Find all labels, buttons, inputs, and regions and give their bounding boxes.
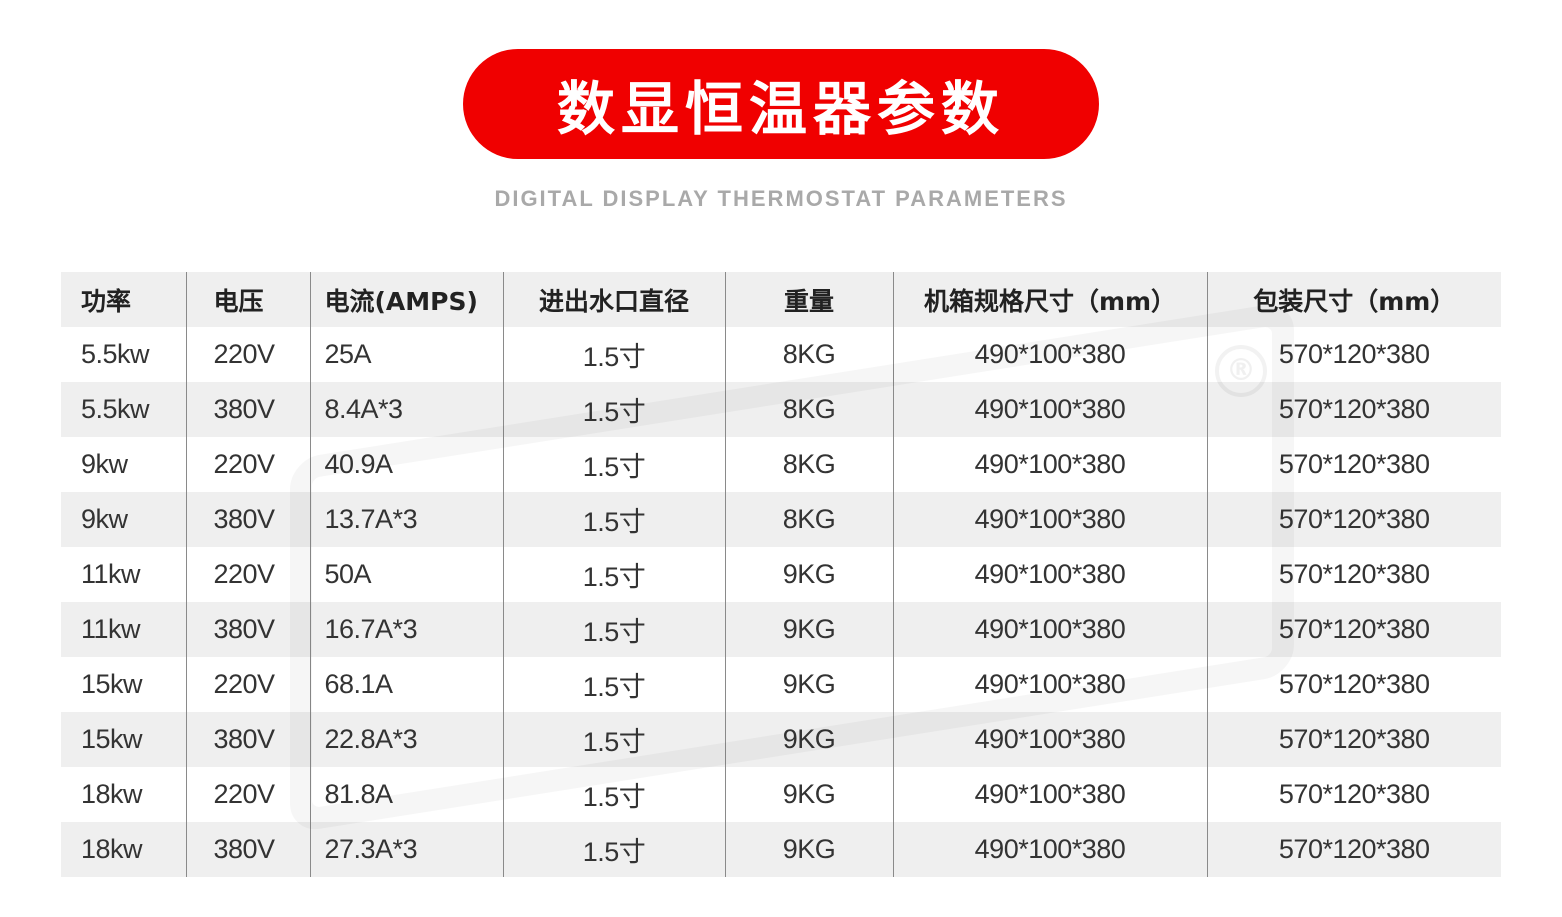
table-row: 15kw 380V 22.8A*3 1.5寸 9KG 490*100*380 570*120… [61,712,1501,767]
registered-mark-icon: ® [1215,345,1267,397]
cell-case-size: 490*100*380 [892,437,1207,492]
cell-package-size: 570*120*380 [1206,767,1501,822]
table-row: 18kw 380V 27.3A*3 1.5寸 9KG 490*100*380 570*120… [61,822,1501,877]
cell-current: 40.9A [309,437,503,492]
cell-case-size: 490*100*380 [892,767,1207,822]
cell-package-size: 570*120*380 [1206,602,1501,657]
cell-package-size: 570*120*380 [1206,547,1501,602]
cell-weight: 9KG [724,712,893,767]
cell-voltage: 220V [185,437,310,492]
cell-package-size: 570*120*380 [1206,437,1501,492]
cell-pipe-diameter: 1.5寸 [502,767,725,822]
cell-case-size: 490*100*380 [892,327,1207,382]
title-banner: 数显恒温器参数 [463,49,1099,159]
header-voltage: 电压 [185,272,310,327]
cell-weight: 9KG [724,602,893,657]
table-row: 15kw 220V 68.1A 1.5寸 9KG 490*100*380 570*120*3… [61,657,1501,712]
page-title: 数显恒温器参数 [556,75,1005,143]
header-pipe-diameter: 进出水口直径 [502,272,725,327]
cell-current: 50A [309,547,503,602]
table-header-row: 功率 电压 电流(AMPS) 进出水口直径 重量 机箱规格尺寸（mm） 包装尺寸… [61,272,1501,327]
cell-package-size: 570*120*380 [1206,822,1501,877]
cell-weight: 9KG [724,822,893,877]
cell-pipe-diameter: 1.5寸 [502,492,725,547]
cell-case-size: 490*100*380 [892,822,1207,877]
table-row: 5.5kw 380V 8.4A*3 1.5寸 8KG 490*100*380 570*120… [61,382,1501,437]
cell-case-size: 490*100*380 [892,657,1207,712]
cell-current: 68.1A [309,657,503,712]
cell-voltage: 220V [185,327,310,382]
cell-weight: 8KG [724,492,893,547]
cell-pipe-diameter: 1.5寸 [502,657,725,712]
cell-voltage: 380V [185,602,310,657]
cell-power: 15kw [81,669,143,699]
cell-pipe-diameter: 1.5寸 [502,382,725,437]
cell-pipe-diameter: 1.5寸 [502,547,725,602]
table-row: 9kw 220V 40.9A 1.5寸 8KG 490*100*380 570*120*38… [61,437,1501,492]
table-row: 11kw 220V 50A 1.5寸 9KG 490*100*380 570*120*380 [61,547,1501,602]
cell-weight: 9KG [724,657,893,712]
cell-case-size: 490*100*380 [892,382,1207,437]
cell-voltage: 380V [185,712,310,767]
table-row: 9kw 380V 13.7A*3 1.5寸 8KG 490*100*380 570*120*… [61,492,1501,547]
cell-current: 13.7A*3 [309,492,503,547]
cell-power: 9kw [81,504,128,534]
table-row: 18kw 220V 81.8A 1.5寸 9KG 490*100*380 570*120*3… [61,767,1501,822]
cell-voltage: 380V [185,822,310,877]
cell-pipe-diameter: 1.5寸 [502,437,725,492]
cell-pipe-diameter: 1.5寸 [502,822,725,877]
cell-pipe-diameter: 1.5寸 [502,602,725,657]
table-row: 5.5kw 220V 25A 1.5寸 8KG 490*100*380 570*120*38… [61,327,1501,382]
cell-voltage: 220V [185,767,310,822]
cell-power: 15kw [81,724,143,754]
parameters-table: 功率 电压 电流(AMPS) 进出水口直径 重量 机箱规格尺寸（mm） 包装尺寸… [61,272,1501,877]
cell-current: 8.4A*3 [309,382,503,437]
cell-power: 11kw [81,614,141,644]
cell-case-size: 490*100*380 [892,712,1207,767]
cell-current: 81.8A [309,767,503,822]
cell-case-size: 490*100*380 [892,602,1207,657]
header-case-size: 机箱规格尺寸（mm） [892,272,1207,327]
cell-case-size: 490*100*380 [892,547,1207,602]
cell-weight: 8KG [724,437,893,492]
cell-voltage: 220V [185,657,310,712]
cell-voltage: 380V [185,382,310,437]
cell-package-size: 570*120*380 [1206,657,1501,712]
header-package-size: 包装尺寸（mm） [1206,272,1501,327]
cell-weight: 9KG [724,547,893,602]
cell-weight: 8KG [724,327,893,382]
cell-current: 16.7A*3 [309,602,503,657]
cell-power: 5.5kw [81,339,150,369]
cell-case-size: 490*100*380 [892,492,1207,547]
cell-power: 5.5kw [81,394,150,424]
cell-pipe-diameter: 1.5寸 [502,327,725,382]
cell-package-size: 570*120*380 [1206,492,1501,547]
cell-package-size: 570*120*380 [1206,382,1501,437]
cell-power: 18kw [81,779,143,809]
cell-current: 27.3A*3 [309,822,503,877]
cell-power: 18kw [81,834,143,864]
cell-weight: 9KG [724,767,893,822]
cell-voltage: 380V [185,492,310,547]
cell-weight: 8KG [724,382,893,437]
cell-package-size: 570*120*380 [1206,712,1501,767]
header-weight: 重量 [724,272,893,327]
cell-voltage: 220V [185,547,310,602]
header-current: 电流(AMPS) [309,272,503,327]
cell-pipe-diameter: 1.5寸 [502,712,725,767]
page-subtitle: DIGITAL DISPLAY THERMOSTAT PARAMETERS [494,186,1068,211]
cell-power: 11kw [81,559,141,589]
cell-current: 22.8A*3 [309,712,503,767]
table-row: 11kw 380V 16.7A*3 1.5寸 9KG 490*100*380 570*120… [61,602,1501,657]
cell-power: 9kw [81,449,128,479]
cell-current: 25A [309,327,503,382]
header-power: 功率 [81,286,132,316]
